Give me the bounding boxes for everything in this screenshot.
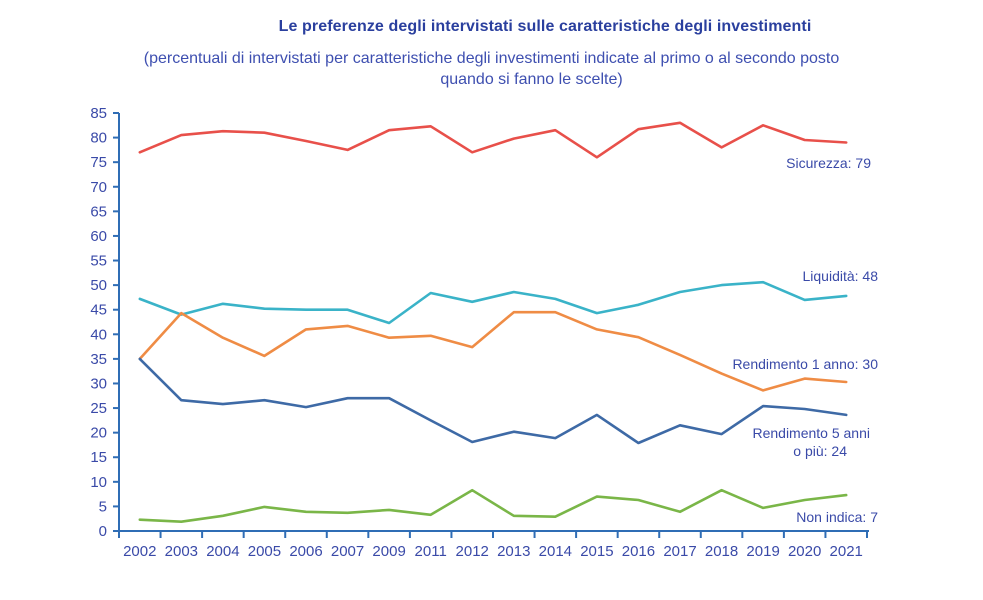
y-tick-label: 50 — [90, 277, 107, 294]
x-tick-label: 2016 — [622, 543, 655, 560]
chart-subtitle: (percentuali di intervistati per caratte… — [0, 48, 983, 90]
y-tick-label: 20 — [90, 425, 107, 442]
x-tick-label: 2003 — [165, 543, 198, 560]
series-line-sicurezza — [138, 121, 848, 159]
x-tick-label: 2018 — [705, 543, 738, 560]
x-tick-label: 2009 — [372, 543, 405, 560]
y-tick-label: 70 — [90, 179, 107, 196]
y-tick-label: 75 — [90, 154, 107, 171]
y-tick-label: 25 — [90, 400, 107, 417]
x-tick-label: 2012 — [456, 543, 489, 560]
x-tick-label: 2020 — [788, 543, 821, 560]
x-tick-label: 2019 — [746, 543, 779, 560]
y-tick-label: 65 — [90, 203, 107, 220]
y-tick-label: 40 — [90, 326, 107, 343]
series-label-liquidit-: Liquidità: 48 — [802, 268, 878, 284]
series-lines — [138, 121, 848, 524]
x-tick-label: 2017 — [663, 543, 696, 560]
x-tick-label: 2007 — [331, 543, 364, 560]
series-label-non-indica: Non indica: 7 — [796, 509, 878, 525]
x-tick-label: 2006 — [289, 543, 322, 560]
y-tick-label: 0 — [99, 523, 107, 540]
x-tick-label: 2005 — [248, 543, 281, 560]
series-label-rendimento-5-anni-o-pi-: Rendimento 5 anni — [752, 425, 870, 441]
y-tick-label: 80 — [90, 130, 107, 147]
y-tick-label: 35 — [90, 351, 107, 368]
y-tick-label: 10 — [90, 474, 107, 491]
x-tick-label: 2014 — [539, 543, 572, 560]
y-tick-label: 55 — [90, 253, 107, 270]
x-tick-label: 2002 — [123, 543, 156, 560]
y-tick-label: 30 — [90, 375, 107, 392]
series-line-rendimento-5-anni-o-pi- — [138, 357, 848, 445]
chart-subtitle-line-1: (percentuali di intervistati per caratte… — [143, 50, 840, 67]
chart-subtitle-line-2: quando si fanno le scelte) — [440, 71, 623, 88]
chart-title: Le preferenze degli intervistati sulle c… — [278, 18, 812, 35]
series-line-non-indica — [138, 488, 848, 524]
x-tick-label: 2021 — [830, 543, 863, 560]
x-tick-label: 2004 — [206, 543, 239, 560]
series-label-sicurezza: Sicurezza: 79 — [786, 155, 871, 171]
y-tick-label: 45 — [90, 302, 107, 319]
series-labels: Sicurezza: 79 Liquidità: 48 Rendimento 1 a… — [732, 155, 878, 525]
y-tick-label: 5 — [99, 498, 107, 515]
y-tick-label: 60 — [90, 228, 107, 245]
x-tick-label: 2013 — [497, 543, 530, 560]
x-tick-label: 2011 — [415, 543, 447, 560]
axes: 0 5 10 15 20 25 30 35 40 45 50 55 60 65 70 75 80 85 2002 20… — [90, 105, 869, 560]
y-tick-label: 15 — [90, 449, 107, 466]
series-label-rendimento-1-anno: Rendimento 1 anno: 30 — [732, 356, 878, 372]
x-tick-label: 2015 — [580, 543, 613, 560]
series-line-rendimento-1-anno — [138, 310, 848, 392]
y-tick-label: 85 — [90, 105, 107, 122]
series-line-liquidit- — [138, 280, 848, 325]
series-label-rendimento-5-anni-o-pi-: o più: 24 — [793, 443, 847, 459]
